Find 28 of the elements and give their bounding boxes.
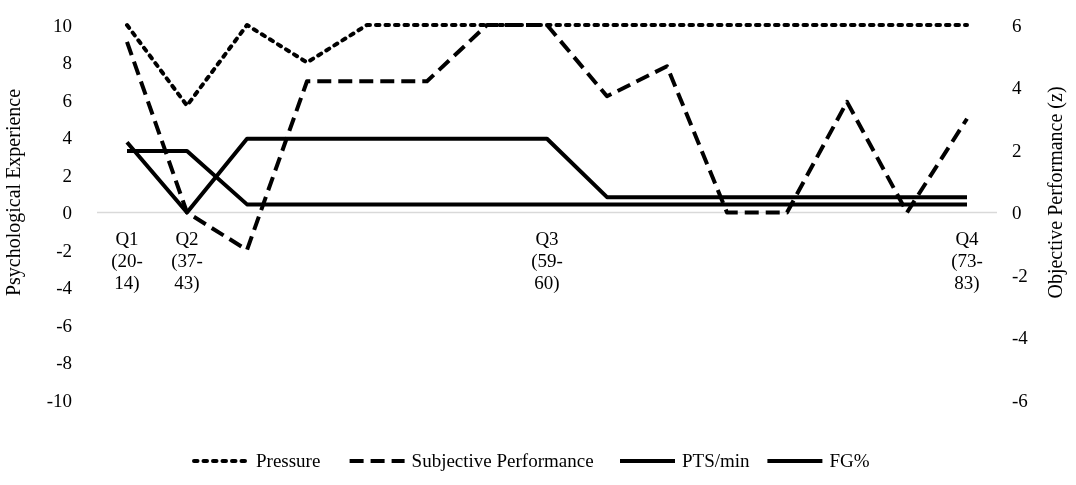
x-tick-label: Q3 (59-60) — [531, 227, 563, 294]
y-tick-label: 0 — [62, 202, 72, 224]
y-tick-label: -2 — [56, 239, 72, 261]
x-tick-label: Q2 (37-43) — [171, 227, 203, 294]
y-tick-label: 2 — [62, 164, 72, 186]
y-axis-title: Psychological Experience — [2, 88, 25, 297]
y2-tick-label: -2 — [1012, 264, 1028, 286]
legend-label: PTS/min — [682, 450, 751, 471]
y-tick-label: -4 — [56, 277, 73, 299]
legend-label: FG% — [829, 450, 870, 471]
y-tick-label: 6 — [62, 89, 72, 111]
y-tick-label: 10 — [53, 14, 72, 36]
y-tick-label: 4 — [62, 127, 73, 149]
y2-tick-label: -6 — [1012, 389, 1028, 411]
y-tick-label: -10 — [46, 389, 72, 411]
x-tick-label: Q1 (20-14) — [111, 227, 143, 294]
y-tick-label: -6 — [56, 314, 72, 336]
y2-tick-label: 2 — [1012, 139, 1022, 161]
legend-label: Subjective Performance — [411, 450, 594, 471]
y2-axis-title: Objective Performance (z) — [1044, 86, 1067, 299]
y-tick-label: 8 — [62, 52, 72, 74]
y2-tick-label: 0 — [1012, 202, 1022, 224]
x-tick-label: Q4 (73-83) — [951, 227, 983, 294]
legend-label: Pressure — [256, 450, 321, 471]
y2-tick-label: 6 — [1012, 14, 1022, 36]
y2-tick-label: -4 — [1012, 327, 1029, 349]
y2-tick-label: 4 — [1012, 77, 1022, 99]
y-tick-label: -8 — [56, 352, 72, 374]
